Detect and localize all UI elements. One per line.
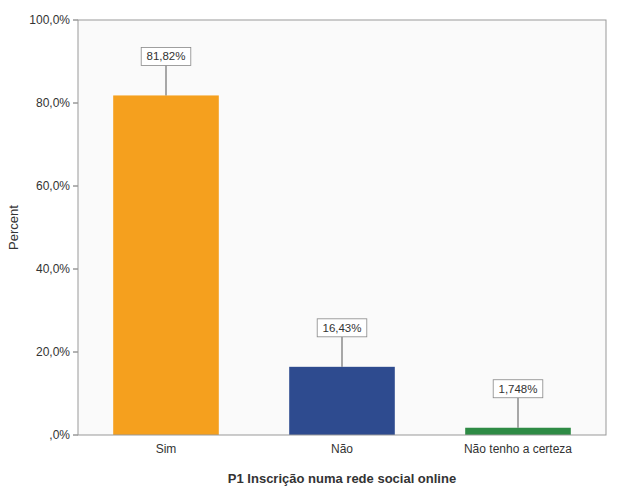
label-box [317, 319, 367, 337]
y-axis-title: Percent [6, 205, 21, 250]
y-tick [73, 352, 78, 353]
leader-line [166, 65, 167, 95]
data-label: 16,43% [322, 322, 361, 334]
x-axis-title: P1 Inscrição numa rede social online [228, 471, 456, 486]
chart-container: ,0% 20,0% 40,0% 60,0% 80,0% 100,0% Sim Não Não t… [0, 0, 626, 501]
data-label: 1,748% [498, 383, 537, 395]
leader-line [342, 337, 343, 367]
y-tick [73, 103, 78, 104]
bar [465, 428, 571, 435]
y-tick [73, 269, 78, 270]
bars [113, 95, 571, 435]
y-tick-label: 100,0% [29, 13, 70, 27]
y-tick-label: ,0% [49, 428, 70, 442]
y-tick-label: 40,0% [36, 262, 70, 276]
y-tick-label: 80,0% [36, 96, 70, 110]
x-axis: Sim Não Não tenho a certeza [156, 442, 573, 456]
x-tick-label: Sim [156, 442, 177, 456]
y-tick [73, 435, 78, 436]
y-tick-label: 20,0% [36, 345, 70, 359]
x-tick-label: Não [331, 442, 353, 456]
leader-line [518, 398, 519, 428]
plot-background [78, 20, 606, 435]
chart-svg: ,0% 20,0% 40,0% 60,0% 80,0% 100,0% Sim Não Não t… [0, 0, 626, 501]
plot-frame [78, 20, 606, 435]
bar [113, 95, 219, 435]
data-labels: 81,82% 16,43% 1,748% [141, 47, 543, 427]
x-tick-label: Não tenho a certeza [464, 442, 572, 456]
label-box [493, 380, 543, 398]
data-label: 81,82% [146, 50, 185, 62]
y-tick-label: 60,0% [36, 179, 70, 193]
label-box [141, 47, 191, 65]
y-tick [73, 186, 78, 187]
bar [289, 367, 395, 435]
y-axis: ,0% 20,0% 40,0% 60,0% 80,0% 100,0% [29, 13, 78, 442]
y-tick [73, 20, 78, 21]
